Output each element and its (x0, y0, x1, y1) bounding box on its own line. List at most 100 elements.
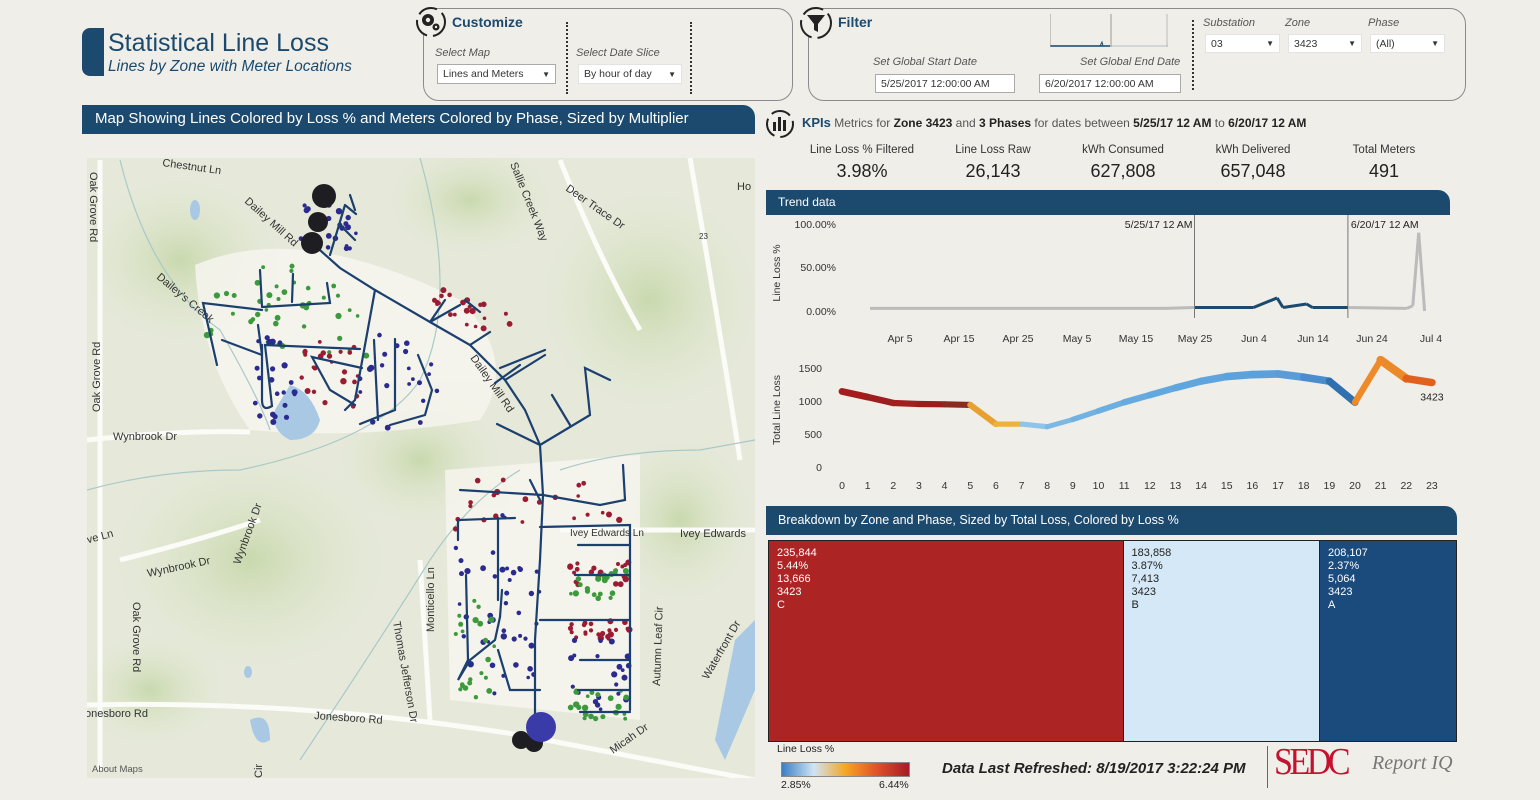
meter-dot (517, 566, 522, 570)
kpi-text: for dates between (1034, 116, 1130, 130)
meter-dot (598, 638, 603, 644)
kpi-text: and (955, 116, 976, 130)
y-tick-label: 500 (804, 429, 822, 441)
end-date-input[interactable]: 6/20/2017 12:00:00 AM (1039, 74, 1181, 93)
page-subtitle: Lines by Zone with Meter Locations (108, 58, 352, 75)
meter-dot (331, 283, 337, 289)
treemap-cell-loss: 5,064 (1327, 573, 1356, 585)
line-loss-segment (1282, 302, 1307, 310)
total-loss-segment (1018, 421, 1050, 430)
meter-dot (613, 627, 619, 633)
meter-dot (457, 613, 462, 618)
meter-dot (377, 332, 382, 338)
x-tick-label: 9 (1070, 480, 1076, 492)
date-slice-label: Select Date Slice (576, 47, 660, 59)
total-loss-segment (1070, 408, 1102, 423)
chevron-down-icon: ▼ (668, 69, 676, 79)
date-range-sparkline[interactable] (1050, 14, 1170, 50)
treemap-cell-phase-A[interactable]: 208,107 2.37% 5,064 3423 A (1319, 541, 1456, 741)
meter-dot (261, 265, 265, 270)
meter-dot (620, 668, 625, 672)
kpi-end: 6/20/17 12 AM (1228, 116, 1307, 130)
end-date-label: Set Global End Date (1080, 56, 1181, 68)
meter-dot (569, 630, 574, 635)
street-label: Cir (253, 764, 265, 778)
breakdown-header: Breakdown by Zone and Phase, Sized by To… (766, 506, 1457, 535)
start-date-input[interactable]: 5/25/2017 12:00:00 AM (875, 74, 1015, 93)
meter-dot (460, 629, 465, 634)
kpi-label: Line Loss % Filtered (809, 144, 915, 156)
meter-dot (500, 513, 505, 518)
meter-dot (452, 312, 457, 317)
meter-dot (458, 558, 464, 564)
meter-dot (591, 592, 597, 598)
map-header: Map Showing Lines Colored by Loss % and … (82, 105, 755, 134)
y-tick-label: 0.00% (806, 306, 836, 318)
meter-dot (482, 316, 487, 321)
meter-dot (417, 420, 423, 425)
kpi-label: kWh Consumed (1082, 144, 1164, 156)
date-slice-value: By hour of day (584, 68, 652, 80)
about-maps-link[interactable]: About Maps (92, 764, 143, 775)
meter-dot (460, 683, 465, 689)
street-label: Monticello Ln (425, 567, 437, 632)
y-tick-label: 50.00% (800, 262, 836, 274)
zone-value: 3423 (1294, 37, 1318, 50)
meter-dot (507, 578, 512, 582)
meter-dot (518, 633, 523, 638)
treemap-cell-loss_pct: 5.44% (777, 560, 809, 572)
kpi-zone: Zone 3423 (893, 116, 953, 130)
treemap-cell-phase-B[interactable]: 183,858 3.87% 7,413 3423 B (1123, 541, 1320, 741)
meter-dot (347, 350, 353, 355)
treemap-cell-phase-C[interactable]: 235,844 5.44% 13,666 3423 C (769, 541, 1124, 741)
meter-dot (322, 400, 328, 406)
meter-dot (513, 662, 519, 668)
select-map-label: Select Map (435, 47, 491, 59)
zone-dropdown[interactable]: 3423 ▼ (1288, 34, 1362, 53)
meter-dot (528, 642, 535, 649)
substation-dropdown[interactable]: 03 ▼ (1205, 34, 1280, 53)
meter-dot (448, 312, 453, 317)
meter-dot (572, 590, 580, 597)
phase-dropdown[interactable]: (All) ▼ (1370, 34, 1445, 53)
meter-dot (429, 362, 434, 367)
treemap-cell-zone: 3423 (777, 586, 802, 598)
meter-dot (581, 704, 589, 711)
meter-dot (274, 314, 281, 321)
meter-dot (453, 632, 458, 636)
total-loss-segment (1376, 355, 1411, 383)
date-slice-dropdown[interactable]: By hour of day ▼ (578, 64, 682, 84)
meter-dot (477, 620, 484, 627)
meter-dot (302, 348, 308, 354)
map[interactable]: Chestnut Ln Oak Grove Rd Dailey Mill Rd … (87, 158, 755, 778)
meter-dot (572, 570, 577, 575)
street-label: Ho (737, 181, 751, 193)
select-map-dropdown[interactable]: Lines and Meters ▼ (437, 64, 556, 84)
start-date-label: Set Global Start Date (873, 56, 977, 68)
meter-dot (622, 575, 629, 583)
meter-dot (266, 292, 273, 299)
y-tick-label: 0 (816, 462, 822, 474)
divider (1192, 20, 1194, 90)
meter-dot (488, 616, 495, 623)
meter-dot (595, 595, 601, 602)
street-label: Oak Grove Rd (130, 602, 142, 672)
total-loss-segment (1274, 370, 1308, 382)
meter-dot (223, 290, 230, 297)
total-loss-segment (1299, 373, 1334, 385)
meter-dot (481, 301, 487, 308)
meter-dot (500, 633, 507, 640)
meter-dot (600, 714, 606, 720)
meter-dot (528, 590, 535, 597)
meter-dot (499, 566, 506, 573)
kpi-value: 657,048 (1220, 161, 1286, 181)
total-loss-segment (838, 388, 872, 401)
customize-panel (423, 8, 793, 101)
meter-dot (581, 480, 587, 486)
meter-dot (335, 293, 341, 298)
meter-dot (269, 338, 276, 345)
meter-dot (571, 637, 578, 644)
meter-dot (282, 402, 288, 408)
meter-dot (437, 301, 441, 305)
meter-dot (417, 380, 422, 386)
